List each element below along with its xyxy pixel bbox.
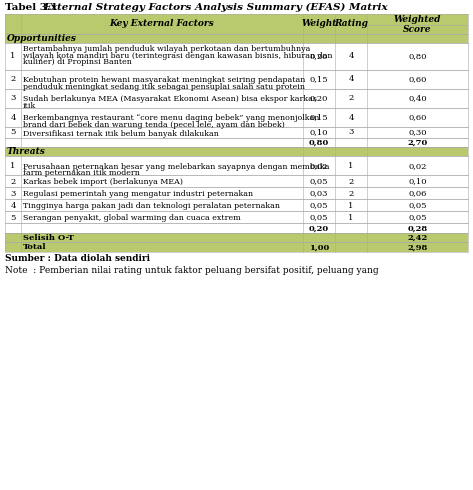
Text: 2: 2 <box>349 95 354 102</box>
Text: 2: 2 <box>349 177 354 186</box>
Text: 0,60: 0,60 <box>408 75 427 83</box>
Text: 0,05: 0,05 <box>408 201 427 210</box>
Text: 0,80: 0,80 <box>408 52 427 60</box>
Text: 0,28: 0,28 <box>407 224 428 232</box>
Text: Opportunities: Opportunities <box>7 34 77 43</box>
Bar <box>5 89 468 108</box>
Text: 2,70: 2,70 <box>407 139 428 147</box>
Text: 4: 4 <box>348 114 354 122</box>
Text: 1: 1 <box>10 162 16 170</box>
Text: 1: 1 <box>348 214 354 221</box>
Text: Regulasi pemerintah yang mengatur industri peternakan: Regulasi pemerintah yang mengatur indust… <box>23 191 253 198</box>
Text: 0,20: 0,20 <box>310 95 328 102</box>
Bar <box>5 127 468 138</box>
Text: Berkembangnya restaurant “core menu daging bebek” yang menonjolkan: Berkembangnya restaurant “core menu dagi… <box>23 114 319 122</box>
Bar <box>5 233 468 243</box>
Text: 4: 4 <box>10 114 16 122</box>
Text: Score: Score <box>403 25 432 34</box>
Text: brand dari bebek dan warung tenda (pecel lele, ayam dan bebek): brand dari bebek dan warung tenda (pecel… <box>23 121 285 129</box>
Text: 0,30: 0,30 <box>408 128 427 137</box>
Text: 2: 2 <box>10 75 16 83</box>
Text: itik: itik <box>23 101 36 110</box>
Text: 0,05: 0,05 <box>310 201 328 210</box>
Bar <box>5 156 468 175</box>
Text: 3: 3 <box>10 190 16 197</box>
Text: 0,20: 0,20 <box>309 224 329 232</box>
Bar <box>5 34 468 43</box>
Bar <box>5 212 468 223</box>
Bar <box>5 108 468 127</box>
Text: 0,05: 0,05 <box>310 214 328 221</box>
Text: 0,05: 0,05 <box>408 214 427 221</box>
Text: 0,02: 0,02 <box>408 162 427 170</box>
Text: Weight: Weight <box>301 20 337 28</box>
Text: 0,10: 0,10 <box>408 177 427 186</box>
Text: Tingginya harga pakan jadi dan teknologi peralatan peternakan: Tingginya harga pakan jadi dan teknologi… <box>23 202 280 211</box>
Text: Sudah berlakunya MEA (Masyarakat Ekonomi Asean) bisa ekspor karkas: Sudah berlakunya MEA (Masyarakat Ekonomi… <box>23 96 317 103</box>
Text: Selisih O-T: Selisih O-T <box>23 234 74 242</box>
Text: 2,98: 2,98 <box>407 243 428 251</box>
Text: Total: Total <box>23 243 47 251</box>
Bar <box>5 188 468 199</box>
Text: 4: 4 <box>348 52 354 60</box>
Text: 0,05: 0,05 <box>310 177 328 186</box>
Text: 0,10: 0,10 <box>310 128 328 137</box>
Text: 4: 4 <box>10 201 16 210</box>
Text: 0,80: 0,80 <box>309 139 329 147</box>
Text: 3: 3 <box>10 95 16 102</box>
Text: Weighted: Weighted <box>394 15 441 24</box>
Text: Diversifikasi ternak itik belum banyak dilakukan: Diversifikasi ternak itik belum banyak d… <box>23 129 219 138</box>
Text: 4: 4 <box>348 75 354 83</box>
Text: Threats: Threats <box>7 147 46 156</box>
Bar <box>5 147 468 156</box>
Text: 2: 2 <box>10 177 16 186</box>
Text: 0,06: 0,06 <box>408 190 427 197</box>
Bar <box>5 175 468 188</box>
Text: Karkas bebek import (berlakunya MEA): Karkas bebek import (berlakunya MEA) <box>23 178 183 187</box>
Text: penduduk meningkat sedang itik sebagai pensuplai salah satu protein: penduduk meningkat sedang itik sebagai p… <box>23 83 305 91</box>
Text: 0,60: 0,60 <box>408 114 427 122</box>
Bar <box>5 14 468 34</box>
Text: Tabel 3.1: Tabel 3.1 <box>5 3 58 12</box>
Text: 3: 3 <box>348 128 354 137</box>
Bar <box>5 43 468 70</box>
Text: 1,00: 1,00 <box>309 243 329 251</box>
Bar <box>5 138 468 147</box>
Text: 2: 2 <box>349 190 354 197</box>
Text: Note  : Pemberian nilai rating untuk faktor peluang bersifat positif, peluang ya: Note : Pemberian nilai rating untuk fakt… <box>5 266 378 275</box>
Text: Bertambahnya jumlah penduduk wilayah perkotaan dan bertumbuhnya: Bertambahnya jumlah penduduk wilayah per… <box>23 46 310 53</box>
Text: Sumber : Data diolah sendiri: Sumber : Data diolah sendiri <box>5 254 150 263</box>
Text: Key External Factors: Key External Factors <box>110 20 214 28</box>
Text: 5: 5 <box>10 128 16 137</box>
Text: Perusahaan peternakan besar yang melebarkan sayapnya dengan membuka: Perusahaan peternakan besar yang melebar… <box>23 163 330 171</box>
Text: 0,15: 0,15 <box>310 75 328 83</box>
Text: 0,03: 0,03 <box>310 190 328 197</box>
Text: Serangan penyakit, global warming dan cuaca extrem: Serangan penyakit, global warming dan cu… <box>23 215 241 222</box>
Text: 0,02: 0,02 <box>310 162 328 170</box>
Bar <box>5 199 468 212</box>
Text: 1: 1 <box>10 52 16 60</box>
Text: wilayah kota mandiri baru (terintegrasi dengan kawasan bisnis, hiburan dan: wilayah kota mandiri baru (terintegrasi … <box>23 52 333 60</box>
Bar <box>5 223 468 233</box>
Text: 2,42: 2,42 <box>407 234 428 242</box>
Text: Rating: Rating <box>334 20 368 28</box>
Text: External Strategy Factors Analysis Summary (EFAS) Matrix: External Strategy Factors Analysis Summa… <box>43 3 388 12</box>
Bar <box>5 70 468 89</box>
Text: 0,15: 0,15 <box>310 114 328 122</box>
Bar <box>5 243 468 252</box>
Text: farm peternakan itik modern: farm peternakan itik modern <box>23 169 140 177</box>
Text: 5: 5 <box>10 214 16 221</box>
Text: 1: 1 <box>348 162 354 170</box>
Text: 1: 1 <box>348 201 354 210</box>
Text: kuliner) di Propinsi Banten: kuliner) di Propinsi Banten <box>23 58 132 66</box>
Text: Kebutuhan protein hewani masyarakat meningkat seiring pendapatan: Kebutuhan protein hewani masyarakat meni… <box>23 76 306 84</box>
Text: 0,20: 0,20 <box>310 52 328 60</box>
Text: 0,40: 0,40 <box>408 95 427 102</box>
